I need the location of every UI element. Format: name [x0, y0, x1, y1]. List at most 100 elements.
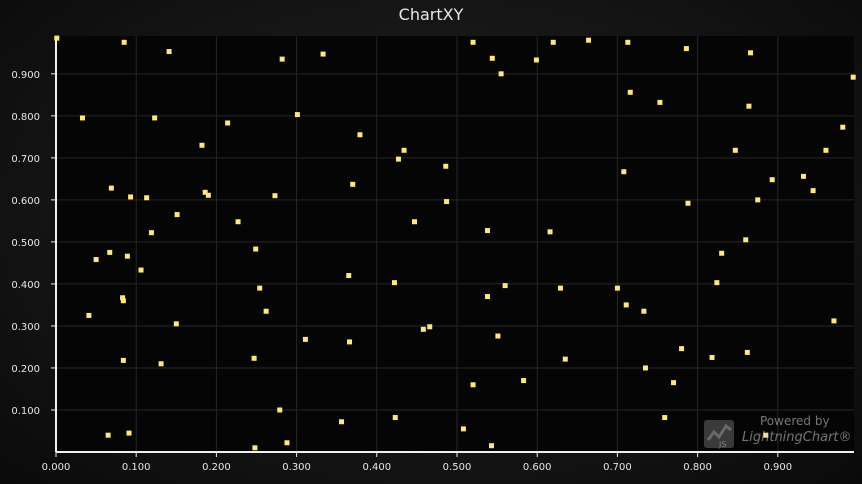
scatter-point [562, 356, 568, 362]
scatter-point [732, 147, 738, 153]
scatter-point [823, 147, 829, 153]
scatter-point [489, 55, 495, 61]
scatter-point [657, 99, 663, 105]
scatter-point [120, 298, 126, 304]
scatter-point [120, 357, 126, 363]
scatter-point [748, 50, 754, 56]
scatter-point [427, 324, 433, 330]
scatter-point [272, 193, 278, 199]
scatter-point [225, 120, 231, 126]
x-tick-label: 0.200 [202, 462, 231, 473]
scatter-point [124, 253, 130, 259]
x-tick-label: 0.300 [282, 462, 311, 473]
scatter-point [850, 74, 856, 80]
scatter-point [54, 35, 60, 41]
scatter-point [199, 142, 205, 148]
scatter-point [128, 194, 134, 200]
scatter-point [158, 361, 164, 367]
scatter-point [391, 280, 397, 286]
x-tick-label: 0.400 [362, 462, 391, 473]
scatter-point [714, 280, 720, 286]
x-tick-label: 0.800 [683, 462, 712, 473]
grid [55, 36, 854, 452]
scatter-point [411, 219, 417, 225]
scatter-point [586, 37, 592, 43]
scatter-point [744, 349, 750, 355]
scatter-point [174, 212, 180, 218]
scatter-point [641, 308, 647, 314]
scatter-point [347, 339, 353, 345]
scatter-point [120, 295, 126, 301]
scatter-point [488, 443, 494, 449]
scatter-point [320, 51, 326, 57]
scatter-point [121, 39, 127, 45]
scatter-point [470, 39, 476, 45]
scatter-point [148, 230, 154, 236]
y-tick-label: 0.700 [11, 154, 40, 165]
scatter-point [235, 219, 241, 225]
scatter-point [623, 302, 629, 308]
scatter-point [263, 308, 269, 314]
scatter-point [521, 378, 527, 384]
scatter-point [671, 380, 677, 386]
scatter-point [93, 257, 99, 263]
scatter-point [484, 294, 490, 300]
axes [51, 36, 854, 457]
scatter-point [470, 382, 476, 388]
scatter-point [79, 115, 85, 121]
scatter-point [557, 285, 563, 291]
x-tick-label: 0.700 [603, 462, 632, 473]
scatter-point [251, 355, 257, 361]
scatter-point [105, 432, 111, 438]
scatter-point [498, 71, 504, 77]
scatter-point [173, 321, 179, 327]
scatter-point [547, 229, 553, 235]
scatter-point [339, 419, 345, 425]
y-tick-label: 0.600 [11, 196, 40, 207]
tick-labels: 0.000 0.100 0.200 0.300 0.400 0.500 0.600 0.700… [11, 70, 792, 473]
scatter-point [550, 39, 556, 45]
scatter-point [743, 237, 749, 243]
scatter-point [719, 250, 725, 256]
scatter-point [357, 132, 363, 138]
scatter-point [800, 173, 806, 179]
scatter-point [252, 445, 258, 451]
scatter-point [621, 169, 627, 175]
scatter-point [746, 103, 752, 109]
scatter-point [277, 407, 283, 413]
scatter-point [662, 415, 668, 421]
scatter-point [443, 163, 449, 169]
scatter-point [302, 336, 308, 342]
y-tick-label: 0.100 [11, 406, 40, 417]
scatter-point [257, 285, 263, 291]
scatter-point [138, 267, 144, 273]
y-tick-label: 0.200 [11, 364, 40, 375]
scatter-point [350, 181, 356, 187]
scatter-point [166, 49, 172, 55]
scatter-point [107, 249, 113, 255]
scatter-point [810, 188, 816, 194]
scatter-point [126, 430, 132, 436]
scatter-point [685, 200, 691, 206]
y-tick-label: 0.800 [11, 112, 40, 123]
scatter-point [152, 115, 158, 121]
x-tick-label: 0.500 [443, 462, 472, 473]
x-tick-label: 0.900 [763, 462, 792, 473]
y-tick-label: 0.900 [11, 70, 40, 81]
data-points [54, 35, 856, 451]
scatter-point [763, 432, 769, 438]
scatter-point [709, 354, 715, 360]
scatter-point [627, 89, 633, 95]
x-tick-label: 0.100 [122, 462, 151, 473]
scatter-point [683, 46, 689, 52]
y-tick-label: 0.400 [11, 280, 40, 291]
scatter-point [840, 124, 846, 130]
scatter-point [495, 333, 501, 339]
y-tick-label: 0.500 [11, 238, 40, 249]
scatter-point [502, 283, 508, 289]
x-tick-label: 0.600 [523, 462, 552, 473]
scatter-point [108, 185, 114, 191]
scatter-point [755, 197, 761, 203]
